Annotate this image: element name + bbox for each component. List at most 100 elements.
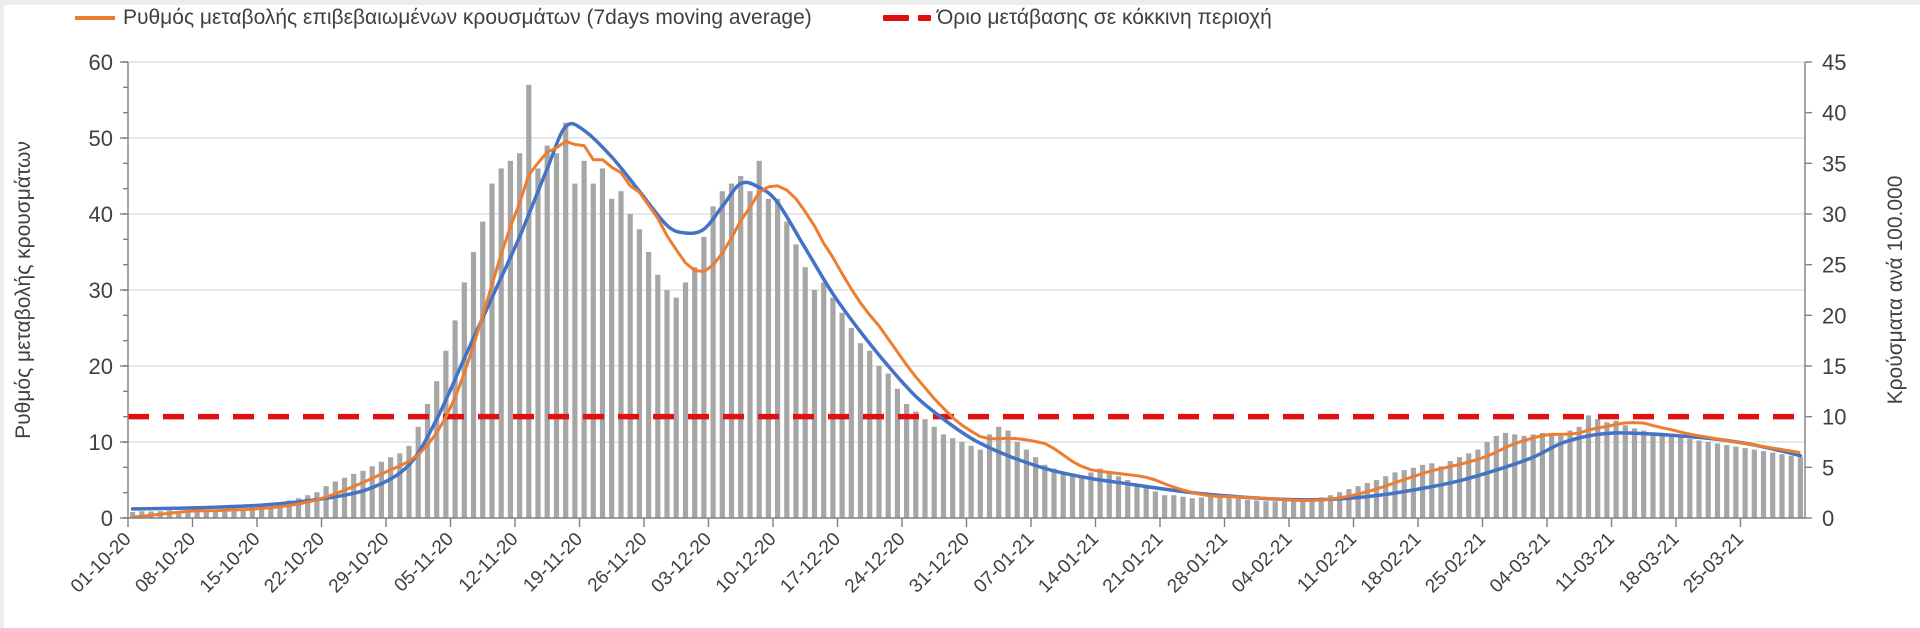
svg-text:60: 60 [89,50,113,75]
bar [1069,476,1076,518]
bar [1355,486,1361,518]
bar [1797,457,1803,518]
bar [286,500,292,518]
y-axis-right-labels: 0 5 10 15 20 25 30 35 40 45 [1822,50,1846,531]
bar [1687,439,1693,518]
bar [1180,496,1186,518]
bar [406,445,412,518]
bar [1438,466,1444,518]
bar [305,495,311,518]
bar [1475,449,1481,518]
bar [1346,489,1352,518]
bar [1189,498,1195,518]
bar [1456,457,1463,518]
bar [203,509,209,518]
bar [1300,499,1306,518]
bar [1539,432,1545,518]
bar [507,160,513,519]
bar [1595,419,1601,518]
bar [397,453,403,518]
bar [240,508,246,518]
bar [1585,415,1592,518]
bar [1466,453,1472,518]
bar [1622,425,1628,518]
bar [572,183,578,518]
daily-bars [130,84,1803,519]
bar [857,343,864,518]
bar [692,267,698,518]
bar [443,350,449,518]
bar [1779,454,1785,518]
bar [1263,501,1269,518]
bar [894,388,900,518]
bar [1678,437,1684,518]
svg-text:15: 15 [1822,354,1846,379]
bar [756,160,762,519]
bar [1171,495,1177,518]
bar [1014,442,1020,518]
bar [1327,495,1334,518]
bar [1143,487,1149,518]
bar [1668,435,1674,518]
bar [498,168,504,518]
bar [811,290,818,518]
svg-text:25: 25 [1822,253,1846,278]
bar [1337,492,1343,518]
bar [1613,420,1619,518]
bar [996,426,1002,518]
bar [1401,470,1407,518]
svg-text:28-01-21: 28-01-21 [1163,529,1232,598]
bar [1033,457,1039,518]
bar [719,191,725,518]
bar [1502,432,1509,518]
legend-label-threshold: Όριο μετάβασης σε κόκκινη περιοχή [937,6,1272,29]
bar [1373,480,1380,518]
bar [1392,472,1398,518]
bar [581,160,587,519]
bar [793,244,799,518]
legend-item-moving-average: Ρυθμός μεταβολής επιβεβαιωμένων κρουσμάτ… [75,6,812,30]
svg-text:11-02-21: 11-02-21 [1293,529,1361,597]
bar [931,426,937,518]
bar [959,442,965,518]
svg-text:0: 0 [1822,506,1834,531]
bar [1788,455,1794,518]
bar [1484,442,1490,518]
svg-text:05-11-20: 05-11-20 [390,529,458,597]
bar [1097,468,1103,518]
bar [775,198,781,519]
svg-text:25-02-21: 25-02-21 [1421,529,1490,598]
bar [1742,448,1748,518]
bar [1364,483,1370,518]
bar [553,153,560,518]
bar [563,122,569,519]
svg-text:10: 10 [1822,405,1846,430]
bar [341,477,348,518]
bar [544,145,550,518]
bar [646,252,652,518]
bar [848,328,854,518]
bar [1493,435,1499,518]
bar [1235,498,1241,518]
bar [940,434,947,518]
bar [609,198,615,519]
legend-label-moving-average: Ρυθμός μεταβολής επιβεβαιωμένων κρουσμάτ… [123,6,812,29]
bar [1696,440,1702,518]
svg-text:24-12-20: 24-12-20 [841,529,910,598]
bar [655,274,661,518]
bar [434,381,440,518]
bar [1567,430,1573,518]
bar [682,282,689,518]
bar [212,510,219,518]
bar [1410,467,1416,518]
svg-text:31-12-20: 31-12-20 [905,529,974,598]
bar [1042,464,1048,518]
bar [867,350,873,518]
bar [1208,496,1214,518]
svg-text:10: 10 [89,430,113,455]
bar [351,473,357,518]
bar [1521,435,1527,518]
bar [1023,449,1029,518]
svg-text:26-11-20: 26-11-20 [584,529,652,597]
